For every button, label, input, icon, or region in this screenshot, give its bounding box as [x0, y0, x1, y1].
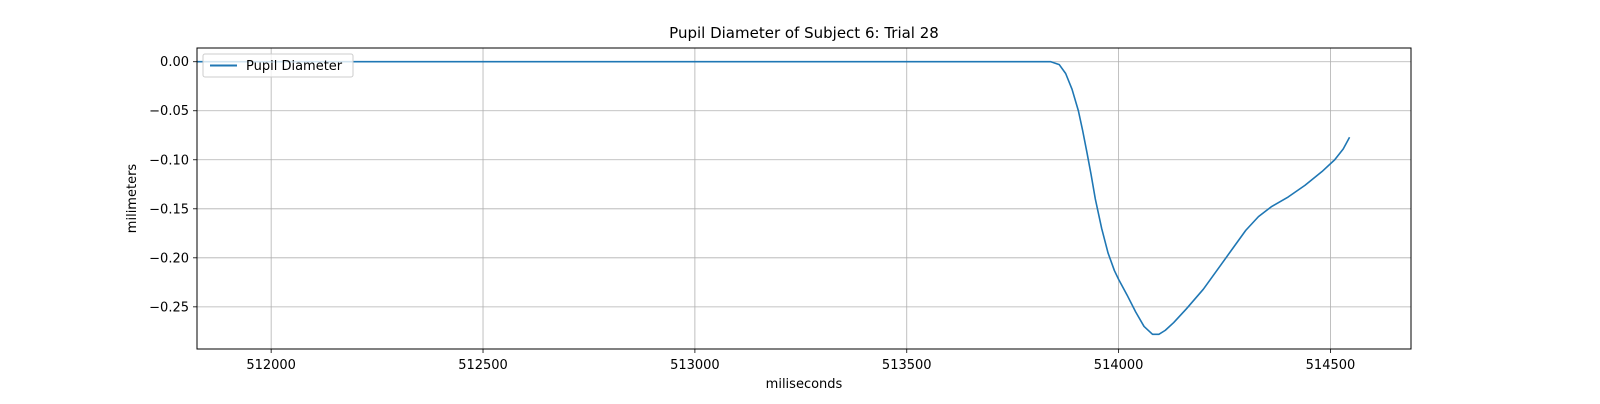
- x-tick-label: 514500: [1306, 358, 1356, 373]
- y-tick-label: −0.10: [149, 153, 189, 168]
- y-tick-label: −0.05: [149, 104, 189, 119]
- x-tick-label: 513500: [882, 358, 932, 373]
- y-axis-label: milimeters: [125, 164, 140, 234]
- chart-title: Pupil Diameter of Subject 6: Trial 28: [669, 24, 939, 42]
- series-layer: [197, 60, 1351, 336]
- grid-layer: [197, 48, 1411, 349]
- x-axis-label: miliseconds: [766, 377, 843, 392]
- legend-box: [202, 53, 354, 78]
- x-tick-label: 513000: [670, 358, 720, 373]
- y-tick-label: −0.15: [149, 202, 189, 217]
- legend-label: Pupil Diameter: [246, 59, 343, 74]
- y-tick-label: 0.00: [160, 55, 189, 70]
- y-tick-label: −0.20: [149, 251, 189, 266]
- x-tick-label: 512000: [246, 358, 296, 373]
- x-tick-label: 512500: [458, 358, 508, 373]
- plot-frame: [196, 47, 1412, 350]
- tick-layer: 512000 512500 513000 513500 514000 514500 0.00…: [149, 55, 1355, 373]
- legend: Pupil Diameter: [202, 53, 354, 78]
- y-tick-label: −0.25: [149, 300, 189, 315]
- series-line-pupil-diameter: [197, 60, 1351, 336]
- x-tick-label: 514000: [1094, 358, 1144, 373]
